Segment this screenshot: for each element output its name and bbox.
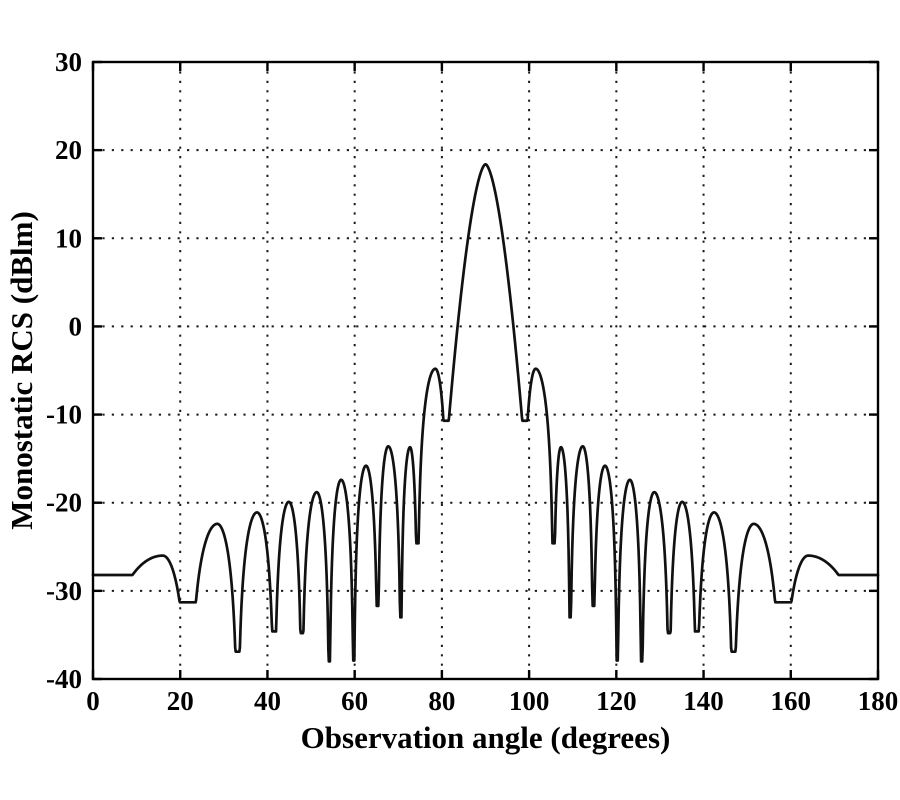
y-axis-label: Monostatic RCS (dBlm): [4, 211, 39, 530]
x-tick-label: 120: [596, 686, 637, 716]
y-tick-label: 20: [55, 135, 82, 165]
y-tick-label: 0: [69, 311, 83, 341]
tick-layer: 0 20 40 60 80 100 120 140 160 1803020100-10-20-30…: [46, 47, 898, 716]
y-tick-label: 30: [55, 47, 82, 77]
x-tick-label: 20: [167, 686, 194, 716]
x-tick-label: 100: [509, 686, 550, 716]
y-tick-label: -30: [46, 576, 82, 606]
y-tick-label: 10: [55, 223, 82, 253]
label-layer: Observation angle (degrees) Monostatic R…: [4, 211, 670, 755]
rcs-curve: [91, 162, 880, 663]
y-tick-label: -40: [46, 664, 82, 694]
curve-layer: [91, 162, 880, 663]
grid-layer: [93, 62, 878, 679]
y-tick-label: -10: [46, 400, 82, 430]
x-tick-label: 0: [86, 686, 100, 716]
x-tick-label: 140: [683, 686, 724, 716]
x-tick-label: 40: [254, 686, 281, 716]
x-axis-label: Observation angle (degrees): [301, 720, 671, 755]
plot-frame: [91, 60, 880, 681]
x-tick-label: 80: [428, 686, 455, 716]
x-tick-label: 180: [858, 686, 899, 716]
x-tick-label: 60: [341, 686, 368, 716]
y-tick-label: -20: [46, 488, 82, 518]
x-tick-label: 160: [771, 686, 812, 716]
